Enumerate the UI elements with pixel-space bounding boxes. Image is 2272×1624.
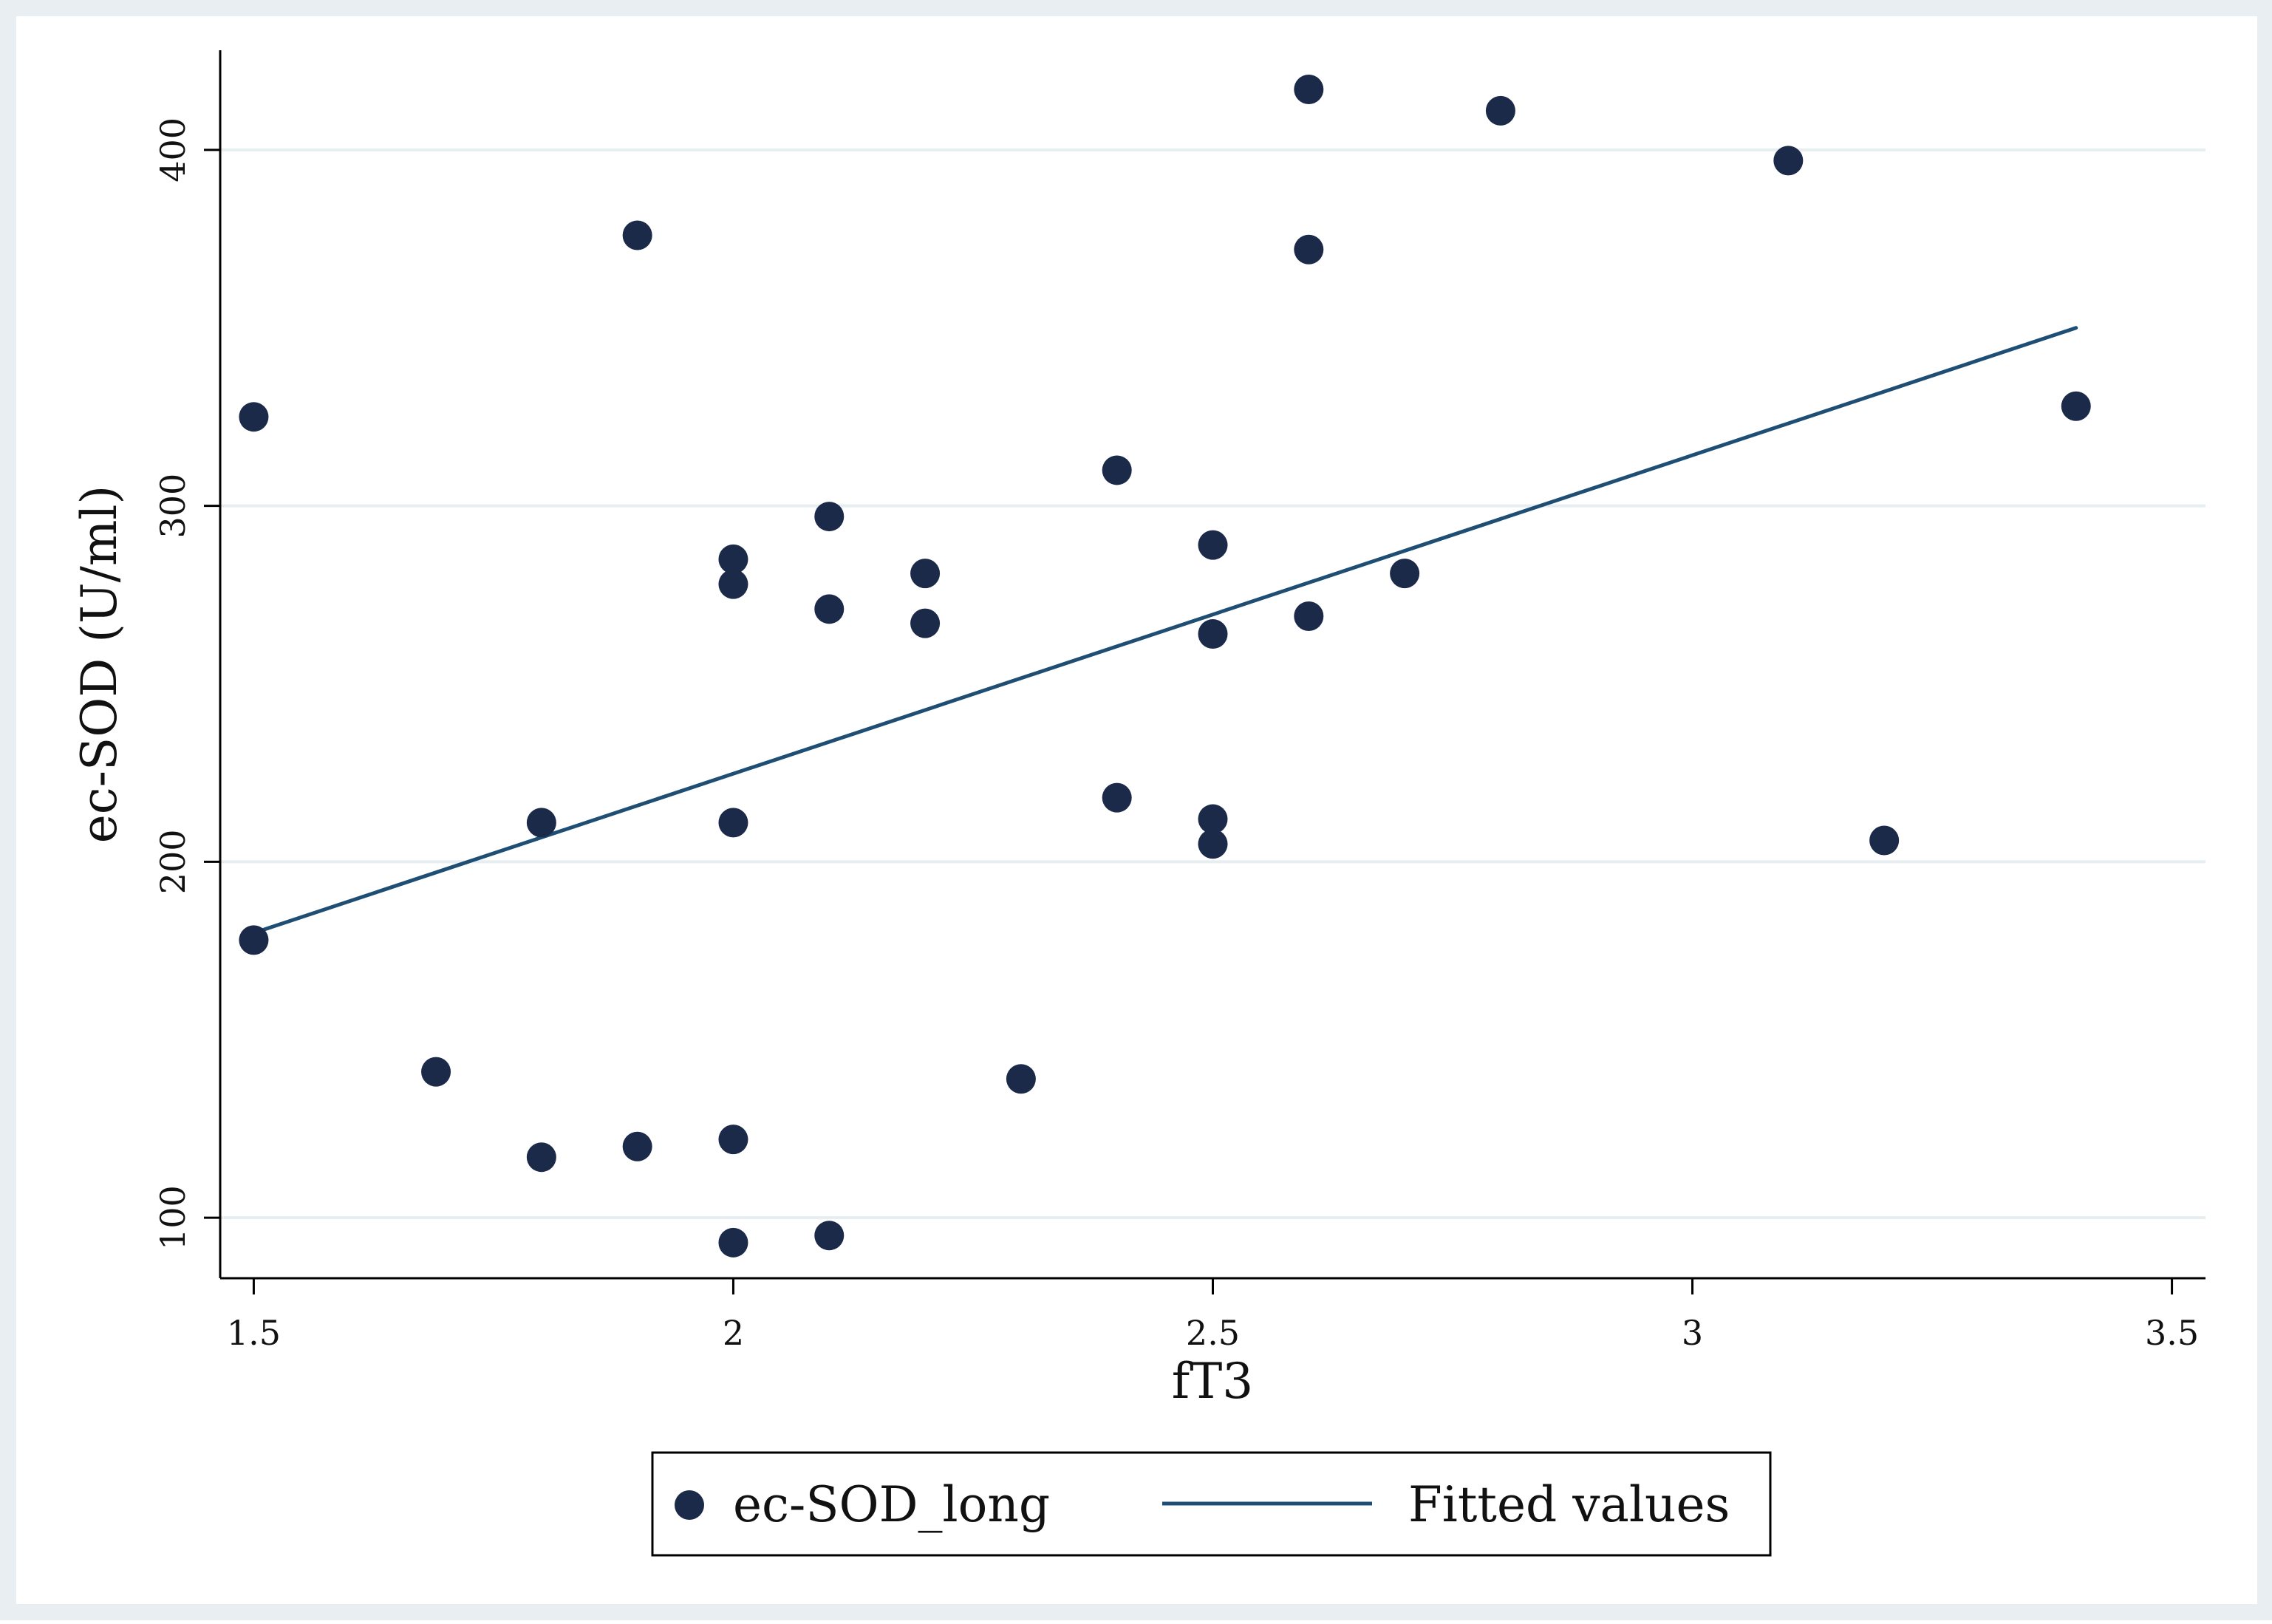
data-point: [718, 1125, 748, 1155]
y-axis-label: ec-SOD (U/ml): [71, 485, 128, 844]
data-point: [622, 1131, 652, 1161]
plot-background: [16, 16, 2257, 1604]
data-point: [1773, 146, 1804, 176]
data-point: [814, 594, 845, 624]
x-axis-label: fT3: [1172, 1353, 1253, 1410]
data-point: [1485, 95, 1515, 126]
data-point: [1006, 1064, 1036, 1094]
data-point: [526, 1142, 556, 1173]
data-point: [814, 1221, 845, 1251]
axis-ticks: 100 200 300 400 1.5 2 2.5 3 3.5: [153, 117, 2199, 1353]
y-tick-label: 200: [153, 829, 193, 894]
data-point: [910, 608, 941, 638]
fitted-values-line: [251, 326, 2078, 935]
data-point: [1102, 782, 1132, 813]
legend-label-fit: Fitted values: [1408, 1476, 1730, 1533]
data-point: [718, 569, 748, 599]
data-point: [718, 544, 748, 574]
data-point: [1390, 559, 1420, 589]
data-point: [2061, 391, 2091, 421]
data-point: [814, 502, 845, 532]
y-tick-label: 400: [153, 117, 193, 182]
data-point: [1102, 455, 1132, 485]
data-point: [910, 559, 941, 589]
x-tick-label: 1.5: [227, 1313, 281, 1353]
y-tick-label: 300: [153, 474, 193, 539]
data-point: [1294, 74, 1324, 104]
data-point: [1198, 619, 1228, 649]
data-point: [1198, 829, 1228, 859]
data-point: [526, 808, 556, 838]
data-point: [622, 220, 652, 250]
x-tick-label: 2: [723, 1313, 744, 1353]
y-tick-label: 100: [153, 1185, 193, 1250]
data-point: [718, 808, 748, 838]
legend: ec-SOD_long Fitted values: [651, 1451, 1772, 1557]
data-point: [421, 1057, 451, 1087]
x-tick-label: 3: [1682, 1313, 1703, 1353]
fitted-values-series: [251, 326, 2078, 935]
data-point: [239, 402, 269, 432]
ec-sod-series: [239, 74, 2091, 1258]
data-point: [239, 925, 269, 955]
data-point: [718, 1227, 748, 1258]
data-point: [1869, 825, 1900, 856]
data-point: [1294, 601, 1324, 631]
legend-label-scatter: ec-SOD_long: [733, 1476, 1050, 1533]
data-point: [1198, 530, 1228, 560]
data-point: [1294, 234, 1324, 265]
grid-lines: [220, 148, 2206, 1220]
x-tick-label: 2.5: [1186, 1313, 1240, 1353]
x-tick-label: 3.5: [2145, 1313, 2199, 1353]
legend-marker-scatter: [675, 1490, 704, 1520]
data-point: [1198, 804, 1228, 834]
